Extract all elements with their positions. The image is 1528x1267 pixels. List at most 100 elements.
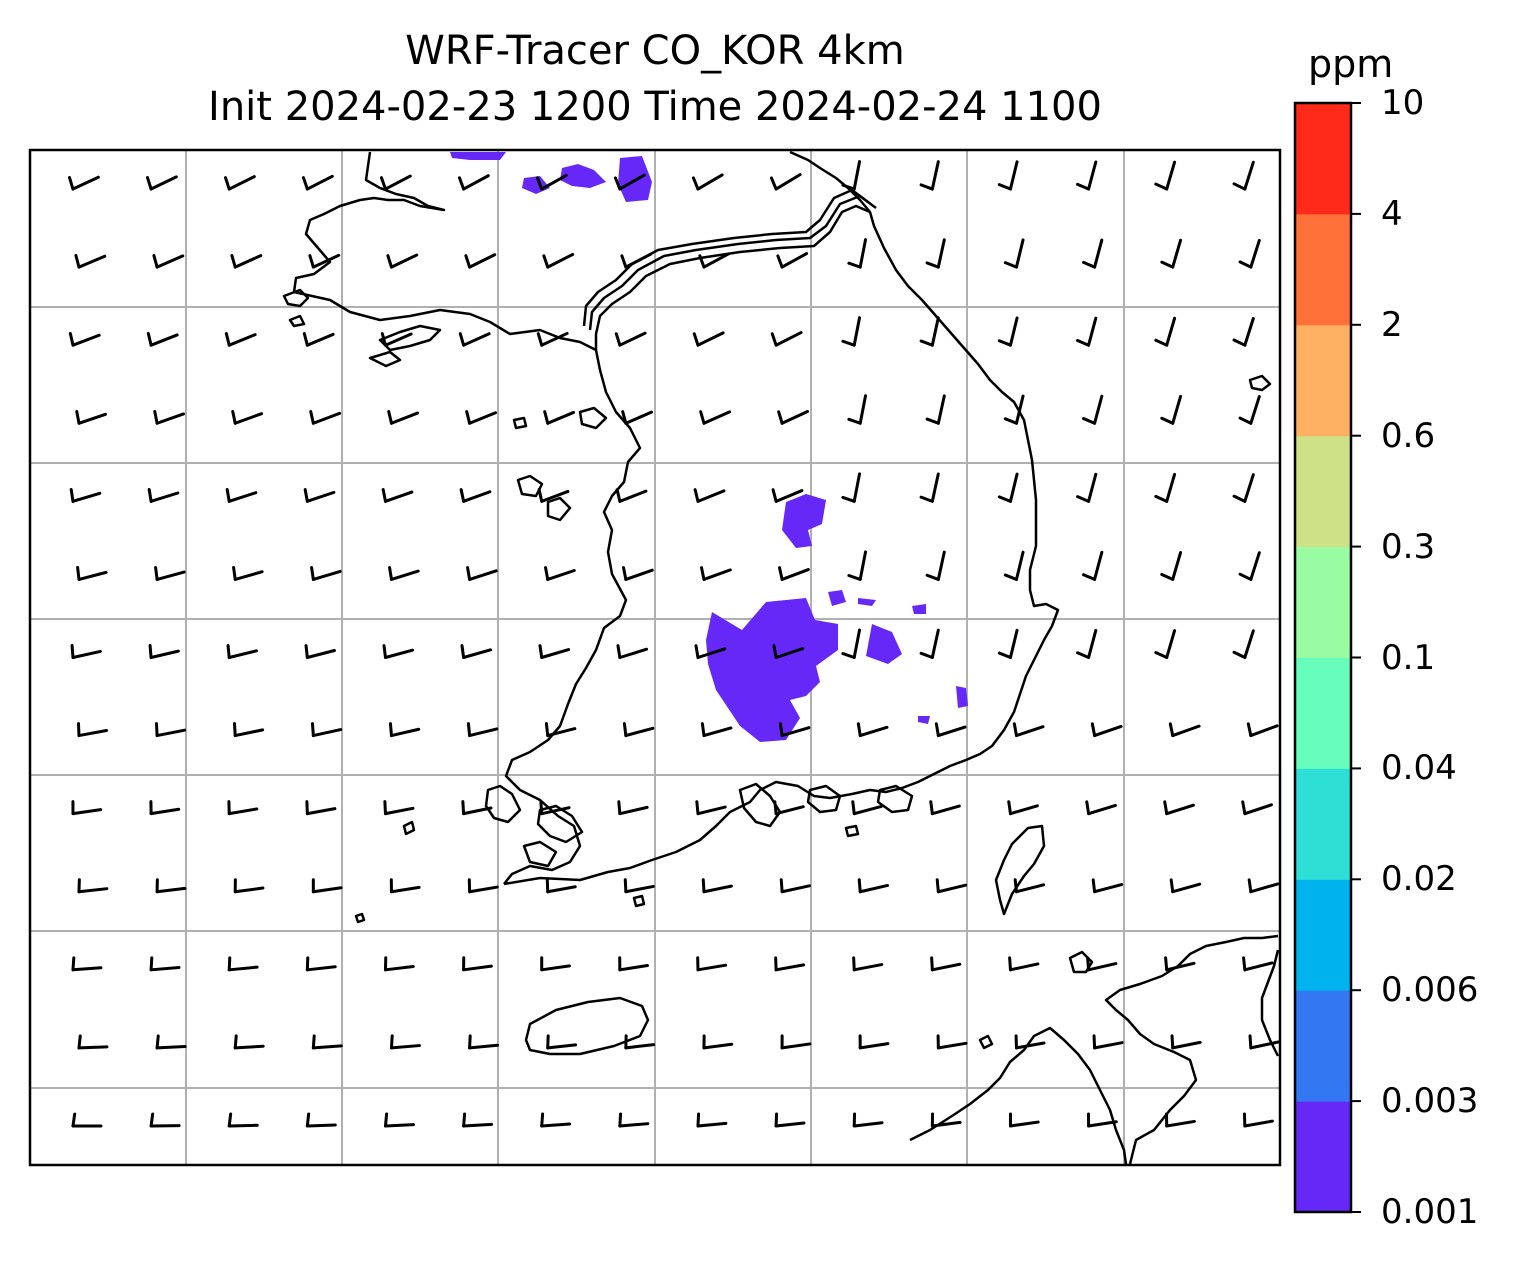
colorbar-tick-label: 0.1 <box>1381 637 1436 678</box>
wind-barb <box>1238 395 1261 425</box>
wind-barb <box>308 253 341 269</box>
wind-barb <box>997 472 1019 503</box>
wind-barb <box>771 488 804 503</box>
wind-barb <box>847 550 868 581</box>
south-islands-row-2 <box>806 784 842 814</box>
wind-barb <box>1160 394 1183 425</box>
small-island-a <box>632 894 646 908</box>
wind-barb <box>776 252 809 269</box>
wind-barb <box>1246 722 1279 738</box>
wind-barb <box>841 472 862 503</box>
wind-barb <box>311 1034 343 1050</box>
wind-barb <box>919 316 940 347</box>
wind-barb <box>1169 878 1202 894</box>
wind-barb <box>467 878 499 894</box>
wind-barb <box>919 628 940 659</box>
wind-barb <box>778 566 810 581</box>
wind-barb <box>154 722 187 738</box>
wind-barb <box>935 878 968 894</box>
small-island-b <box>354 912 366 924</box>
wind-barb <box>305 800 337 816</box>
japan-coast-east <box>1260 949 1280 1057</box>
wind-barb <box>997 160 1019 191</box>
colorbar-tick-label: 0.04 <box>1381 748 1457 789</box>
wind-barb <box>71 956 103 972</box>
tracer-patch-central <box>706 598 838 742</box>
north-border-3 <box>582 188 869 327</box>
wind-barb <box>1003 550 1025 581</box>
map-frame <box>28 148 1282 1167</box>
wind-barb <box>461 800 493 816</box>
colorbar-segment <box>1295 879 1351 991</box>
wind-barb <box>1248 1034 1280 1050</box>
wind-barb <box>383 1112 415 1128</box>
wind-barb <box>622 722 655 738</box>
wind-barb <box>1164 956 1196 972</box>
wind-barb <box>1154 472 1177 503</box>
wind-barb <box>386 253 419 269</box>
wind-barb <box>1008 1112 1040 1128</box>
wind-barb <box>851 800 883 816</box>
tracer-patch-east-small <box>956 686 968 708</box>
small-island-c <box>402 820 416 836</box>
wind-barb <box>462 956 493 972</box>
wind-barb <box>1232 160 1255 191</box>
west-islands-3 <box>578 406 608 430</box>
wind-barb <box>618 1112 650 1128</box>
wind-barb <box>304 644 336 659</box>
wind-barb <box>309 410 342 425</box>
wind-barb <box>929 800 961 816</box>
wind-barb <box>69 487 102 503</box>
wind-barb <box>1082 550 1104 581</box>
wind-barb <box>468 1034 499 1050</box>
wind-barb <box>147 487 180 503</box>
wind-barb <box>464 253 497 269</box>
colorbar-segment <box>1295 103 1351 215</box>
wind-barb <box>227 1112 259 1128</box>
wind-barb <box>1092 1034 1124 1050</box>
map-title-line1: WRF-Tracer CO_KOR 4km <box>405 28 905 74</box>
wind-barb <box>466 722 499 738</box>
wind-barb <box>1076 472 1098 503</box>
gridlines <box>30 150 1280 1165</box>
wind-barb <box>67 175 100 191</box>
wind-barb <box>1160 551 1183 581</box>
wind-barb <box>691 173 724 191</box>
wind-barb <box>460 644 493 659</box>
wind-barb <box>223 175 256 191</box>
wind-barb <box>617 800 649 816</box>
wind-barb <box>925 394 946 425</box>
wind-barb <box>925 550 946 581</box>
wind-barb <box>77 1034 109 1050</box>
wind-barb <box>388 722 421 738</box>
wind-barb <box>858 1034 890 1050</box>
tsushima-island <box>994 824 1046 916</box>
tracer-patch-north-2 <box>560 164 606 188</box>
wind-barb <box>154 566 186 581</box>
colorbar-tick-label: 4 <box>1381 193 1403 234</box>
wind-barb <box>155 878 187 894</box>
wind-barb <box>919 160 940 191</box>
wind-barb <box>841 628 862 659</box>
wind-barb <box>696 956 728 972</box>
wind-barb <box>388 566 420 581</box>
wind-barb <box>779 878 811 894</box>
north-border <box>594 204 871 350</box>
wind-barb <box>543 410 576 425</box>
wind-barb <box>302 332 335 347</box>
wind-barb <box>539 800 571 816</box>
tracer-patch-small-3 <box>912 604 926 614</box>
wind-barb <box>232 722 265 738</box>
wind-barb <box>1154 160 1177 191</box>
wind-barb <box>227 800 259 816</box>
colorbar-segment <box>1295 1101 1351 1213</box>
wind-barb <box>1241 800 1273 816</box>
wind-barb <box>465 410 498 425</box>
wind-barb <box>1232 317 1255 347</box>
wind-barb <box>1082 394 1104 425</box>
wind-barb <box>936 1034 968 1050</box>
sw-islands-1 <box>484 784 522 824</box>
wind-barb <box>1154 316 1177 347</box>
wind-barb <box>1242 956 1274 972</box>
wind-barb <box>769 173 802 191</box>
